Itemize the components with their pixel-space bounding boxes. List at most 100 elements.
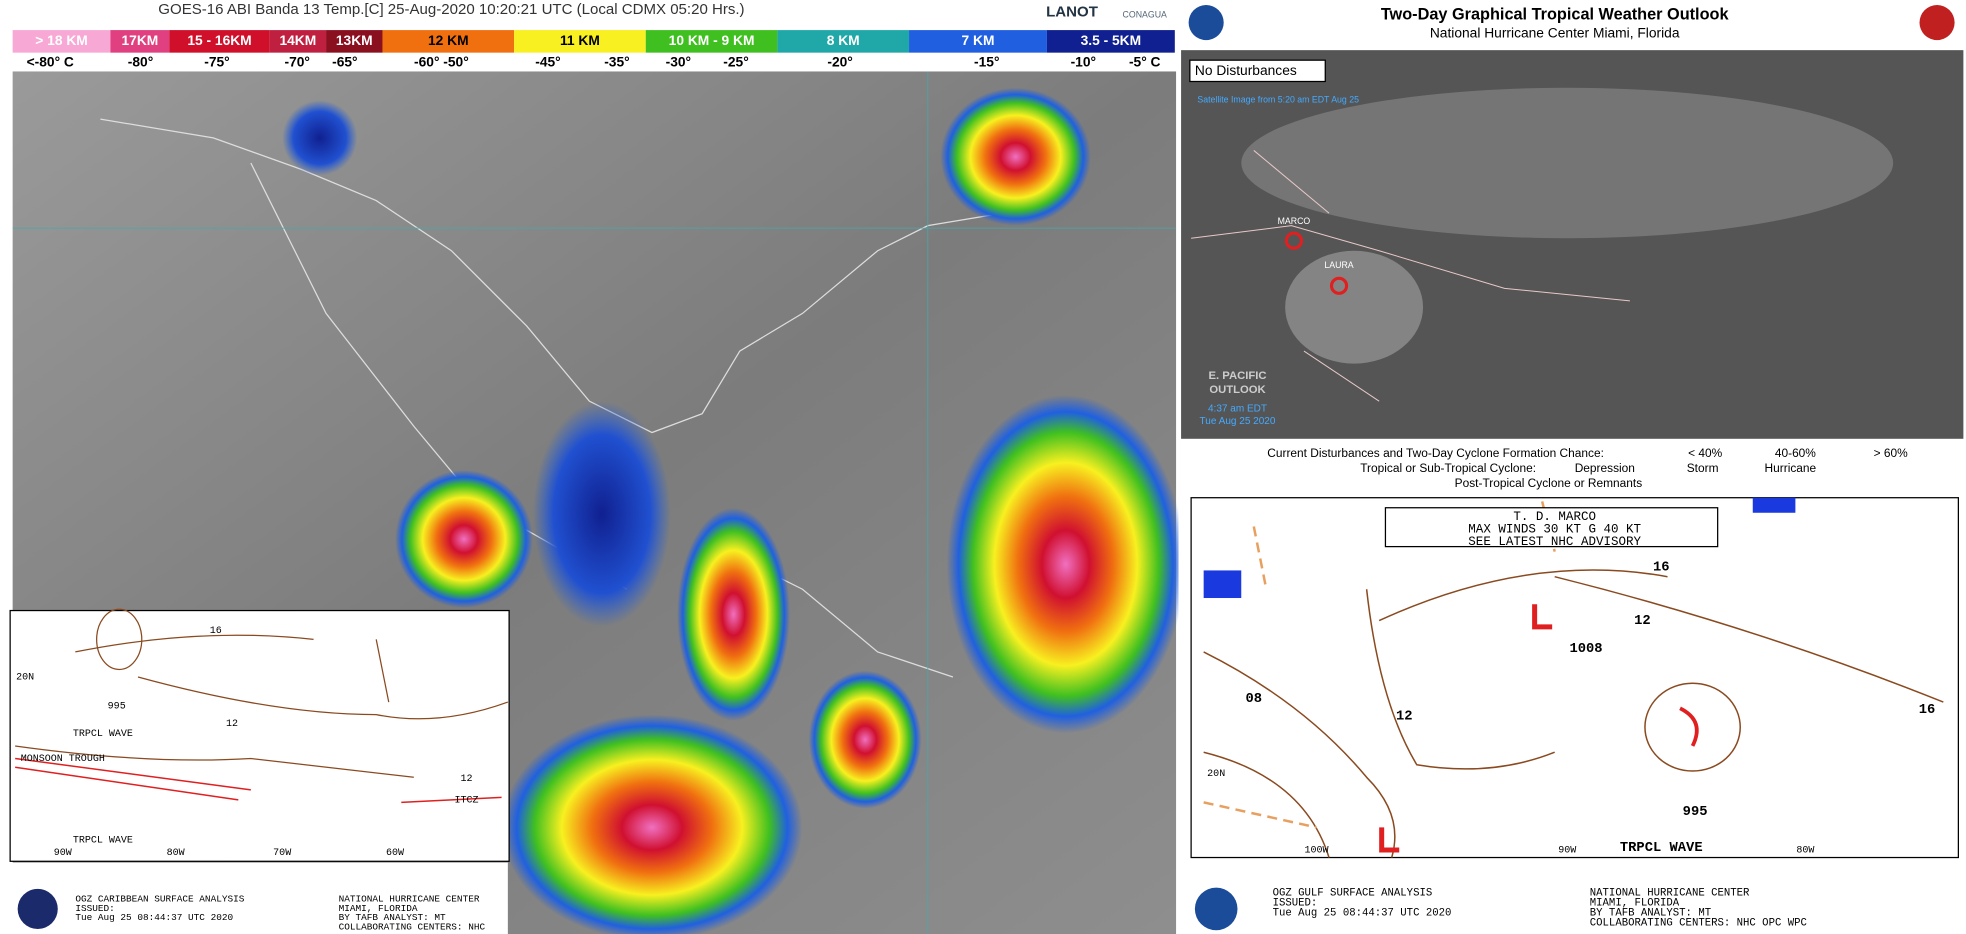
legend-text: > 60% bbox=[1874, 446, 1909, 460]
map-label: 995 bbox=[108, 701, 126, 712]
map-label: 16 bbox=[1653, 560, 1670, 575]
footer-text: ISSUED: bbox=[1273, 897, 1318, 909]
storm-cloud bbox=[501, 714, 803, 934]
legend-temp: -45° bbox=[535, 54, 560, 69]
legend-height: 11 KM bbox=[560, 33, 600, 48]
borders bbox=[1191, 150, 1630, 402]
legend-temp: -15° bbox=[974, 54, 999, 69]
noaa-logo bbox=[1194, 887, 1238, 931]
footer-text: BY TAFB ANALYST: MT bbox=[339, 912, 446, 923]
map-label: 80W bbox=[1796, 846, 1814, 857]
legend-height: > 18 KM bbox=[35, 33, 87, 48]
legend-temp: <-80° C bbox=[27, 54, 74, 69]
status-box bbox=[1189, 59, 1326, 83]
footer-text: Tue Aug 25 08:44:37 UTC 2020 bbox=[1273, 907, 1452, 919]
outlook-subtitle: National Hurricane Center Miami, Florida bbox=[1430, 25, 1680, 40]
legend-height: 10 KM - 9 KM bbox=[669, 33, 755, 48]
legend-height: 13KM bbox=[336, 33, 373, 48]
advisory: MAX WINDS 30 KT G 40 KT bbox=[1468, 522, 1641, 536]
map-label: 12 bbox=[460, 774, 472, 785]
high-symbol bbox=[1752, 497, 1796, 513]
footer-text: BY TAFB ANALYST: MT bbox=[1590, 907, 1711, 919]
temperature-legend: > 18 KM 17KM 15 - 16KM 14KM 13KM 12 KM 11 KM 10… bbox=[12, 30, 1175, 69]
laura-symbol bbox=[1329, 276, 1349, 295]
legend-temp: -10° bbox=[1071, 54, 1096, 69]
storm-cloud bbox=[940, 87, 1091, 226]
map-label: TRPCL WAVE bbox=[73, 729, 133, 740]
map-label: 90W bbox=[54, 848, 72, 859]
storm-name: MARCO bbox=[1278, 216, 1311, 226]
footer-text: COLLABORATING CENTERS: NHC OPC WPC bbox=[1590, 918, 1807, 930]
outlook-title: Two-Day Graphical Tropical Weather Outlo… bbox=[1381, 5, 1730, 23]
legend-temp: -60° -50° bbox=[414, 54, 469, 69]
map-label: 70W bbox=[273, 848, 291, 859]
marco-symbol bbox=[1679, 706, 1699, 747]
map-label: 100W bbox=[1304, 846, 1328, 857]
isobars bbox=[15, 634, 509, 778]
high-symbol bbox=[1203, 570, 1242, 599]
legend-cell bbox=[12, 30, 111, 53]
legend-temp: -35° bbox=[604, 54, 629, 69]
cold-cloud bbox=[282, 100, 358, 176]
map-label: 80W bbox=[167, 848, 185, 859]
epac-label: E. PACIFIC bbox=[1208, 370, 1266, 382]
legend-temp: -5° C bbox=[1129, 54, 1161, 69]
legend-text: Current Disturbances and Two-Day Cyclone… bbox=[1267, 446, 1604, 460]
legend-text: Post-Tropical Cyclone or Remnants bbox=[1455, 476, 1643, 490]
map-label: 90W bbox=[1558, 846, 1576, 857]
map-label: MONSOON TROUGH bbox=[21, 754, 105, 765]
legend-height: 17KM bbox=[122, 33, 159, 48]
legend-cell bbox=[269, 30, 327, 53]
advisory: T. D. MARCO bbox=[1513, 510, 1596, 524]
outlook-labels: Two-Day Graphical Tropical Weather Outlo… bbox=[1195, 5, 1908, 490]
status: No Disturbances bbox=[1195, 63, 1297, 78]
troughs bbox=[15, 757, 502, 804]
map-label: 16 bbox=[210, 626, 222, 637]
legend-temp: -65° bbox=[332, 54, 357, 69]
isobars bbox=[1203, 569, 1944, 858]
map-label: 20N bbox=[16, 673, 34, 684]
legend-temp: -75° bbox=[204, 54, 229, 69]
map-label: 20N bbox=[1207, 769, 1225, 780]
storm-cloud bbox=[808, 670, 922, 809]
map-label: ITCZ bbox=[454, 795, 478, 806]
map-label: 995 bbox=[1683, 805, 1708, 820]
footer-text: MIAMI, FLORIDA bbox=[339, 903, 418, 914]
storm-laura bbox=[946, 394, 1185, 734]
legend-cell bbox=[326, 30, 383, 53]
legend-text: Storm bbox=[1687, 461, 1719, 475]
footer-text: NATIONAL HURRICANE CENTER bbox=[339, 893, 480, 904]
caribbean-inset bbox=[9, 609, 510, 862]
satellite-title: GOES-16 ABI Banda 13 Temp.[C] 25-Aug-202… bbox=[158, 1, 744, 18]
legend-temp: -30° bbox=[666, 54, 691, 69]
legend-cell bbox=[110, 30, 170, 53]
map-label: 60W bbox=[386, 848, 404, 859]
marco-symbol bbox=[1284, 231, 1304, 250]
caribbean-labels: TRPCL WAVE MONSOON TROUGH TRPCL WAVE ITCZ 99… bbox=[16, 626, 478, 859]
footer-text: NATIONAL HURRICANE CENTER bbox=[1590, 887, 1750, 899]
legend-height: 15 - 16KM bbox=[187, 33, 251, 48]
footer-text: OGZ CARIBBEAN SURFACE ANALYSIS bbox=[75, 893, 244, 904]
storm-cloud bbox=[677, 507, 790, 721]
map-label: 08 bbox=[1246, 692, 1263, 707]
map-label: TRPCL WAVE bbox=[73, 836, 133, 847]
footer-text: OGZ GULF SURFACE ANALYSIS bbox=[1273, 887, 1433, 899]
nws-logo bbox=[1919, 5, 1955, 41]
legend-temp: -80° bbox=[128, 54, 153, 69]
advisory-box bbox=[1384, 507, 1719, 548]
legend-height: 8 KM bbox=[827, 33, 860, 48]
legend-height: 3.5 - 5KM bbox=[1081, 33, 1142, 48]
issued: 4:37 am EDT bbox=[1208, 403, 1267, 414]
legend-cell bbox=[1046, 30, 1175, 53]
legend-text: 40-60% bbox=[1775, 446, 1816, 460]
footer-text: COLLABORATING CENTERS: NHC bbox=[339, 922, 486, 933]
legend-cell bbox=[382, 30, 515, 53]
low-symbol bbox=[1379, 604, 1553, 853]
legend-cell bbox=[169, 30, 270, 53]
footer-text: Tue Aug 25 08:44:37 UTC 2020 bbox=[75, 912, 233, 923]
legend-text: Hurricane bbox=[1765, 461, 1817, 475]
footer-text: ISSUED: bbox=[75, 903, 114, 914]
cloud-band bbox=[1241, 87, 1894, 239]
